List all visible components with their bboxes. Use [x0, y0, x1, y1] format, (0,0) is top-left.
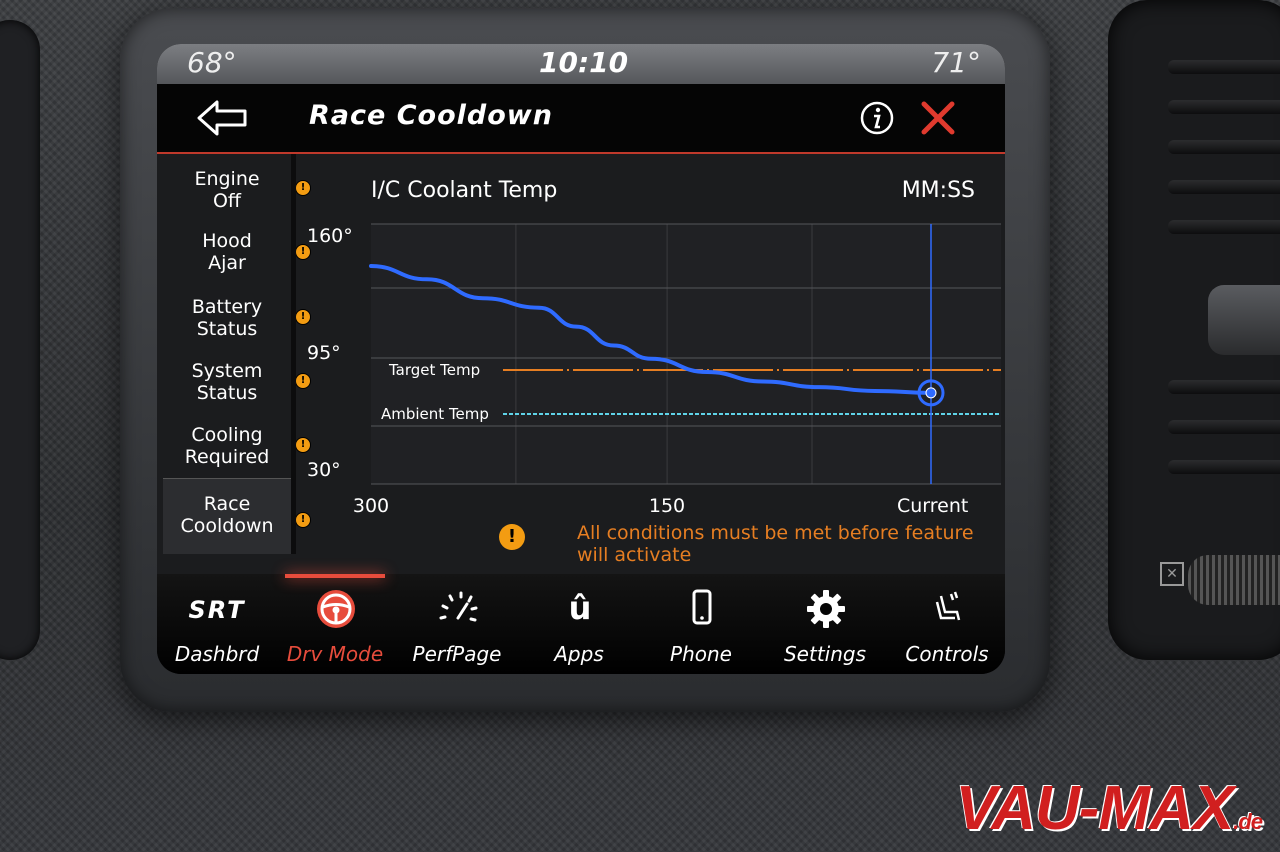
info-icon[interactable] — [859, 100, 895, 136]
sidebar-item-label: Cooling — [191, 424, 263, 446]
vent-close-icon[interactable]: ✕ — [1160, 562, 1184, 586]
chart-plot: 160° 95° 30° 300 150 Current Target Temp Ambien… — [307, 223, 1001, 517]
srt-logo-icon: SRT — [188, 596, 246, 624]
warning-text: All conditions must be met before featur… — [577, 522, 974, 566]
dash-left-panel — [0, 20, 40, 660]
reference-line-label: Target Temp — [388, 361, 480, 379]
series-line — [369, 264, 933, 395]
sidebar-item-engine-off[interactable]: Engine Off — [163, 168, 291, 212]
nav-phone[interactable]: Phone — [641, 574, 761, 674]
sidebar-item-race-cooldown[interactable]: Race Cooldown — [163, 478, 291, 554]
nav-settings[interactable]: Settings — [765, 574, 885, 674]
sidebar-item-label: Status — [196, 318, 258, 340]
outside-temp-left[interactable]: 68° — [187, 46, 237, 79]
seat-controls-icon — [935, 591, 961, 621]
nav-apps[interactable]: û Apps — [519, 574, 639, 674]
sidebar-item-label: Required — [184, 446, 270, 468]
nav-label: Phone — [670, 642, 732, 666]
y-tick-label: 160° — [307, 225, 353, 247]
gauge-icon — [439, 591, 478, 622]
nav-label: Dashbrd — [174, 642, 260, 666]
current-marker-dot — [925, 387, 937, 399]
air-vent: ✕ — [1108, 0, 1280, 660]
clock: 10:10 — [539, 46, 629, 79]
nav-label: Controls — [905, 642, 989, 666]
nav-label: Drv Mode — [286, 642, 384, 666]
time-unit-label: MM:SS — [901, 178, 975, 203]
uconnect-apps-icon: û — [568, 589, 592, 627]
watermark-logo: VAU-MAX.de — [955, 773, 1263, 844]
plot-background — [371, 224, 1001, 484]
page-title: Race Cooldown — [309, 100, 553, 131]
nav-perfpage[interactable]: PerfPage — [397, 574, 517, 674]
sidebar-item-hood-ajar[interactable]: Hood Ajar — [163, 230, 291, 274]
nav-drv-mode[interactable]: Drv Mode — [275, 574, 395, 674]
x-tick-label: 150 — [649, 495, 685, 517]
nav-dashbrd[interactable]: SRT Dashbrd — [157, 574, 277, 674]
sidebar-item-label: Status — [196, 382, 258, 404]
close-icon[interactable] — [919, 100, 957, 136]
vent-wheel[interactable] — [1188, 555, 1280, 605]
coolant-chart: I/C Coolant Temp MM:SS 160° 95° 30° 300 150 C… — [297, 154, 1005, 566]
watermark-text: VAU-MAX — [955, 774, 1234, 843]
current-marker-ring — [917, 379, 945, 407]
bottom-nav: SRT Dashbrd Drv Mode PerfPage — [157, 574, 1005, 674]
infotainment-screen: 68° 10:10 71° Race Cooldown Engine Off H… — [157, 44, 1005, 674]
condition-list: Engine Off Hood Ajar Battery Status Syst… — [163, 154, 311, 554]
sidebar-divider — [291, 154, 296, 554]
x-tick-label: 300 — [353, 495, 389, 517]
sidebar-item-label: Race — [203, 493, 251, 515]
sidebar-item-label: Cooldown — [180, 515, 274, 537]
sidebar-item-label: Battery — [191, 296, 263, 318]
title-bar: Race Cooldown — [157, 84, 1005, 154]
gear-icon — [807, 590, 845, 628]
status-bar: 68° 10:10 71° — [157, 44, 1005, 84]
warning-icon: ! — [499, 524, 525, 550]
sidebar-item-label: Engine — [194, 168, 260, 190]
steering-wheel-icon — [317, 590, 355, 628]
back-arrow-icon[interactable] — [195, 98, 249, 138]
y-tick-label: 95° — [307, 342, 341, 364]
chart-title: I/C Coolant Temp — [371, 178, 558, 203]
phone-icon — [692, 589, 712, 625]
outside-temp-right[interactable]: 71° — [931, 46, 981, 79]
sidebar-item-label: Hood — [202, 230, 252, 252]
nav-label: Apps — [554, 642, 604, 666]
nav-controls[interactable]: Controls — [887, 574, 1005, 674]
sidebar-item-label: Off — [212, 190, 242, 212]
sidebar-item-label: Ajar — [208, 252, 246, 274]
y-tick-label: 30° — [307, 459, 341, 481]
nav-label: Settings — [783, 642, 867, 666]
main-content: Engine Off Hood Ajar Battery Status Syst… — [157, 154, 1005, 574]
sidebar-item-label: System — [191, 360, 263, 382]
vent-knob[interactable] — [1208, 285, 1280, 355]
sidebar-item-system-status[interactable]: System Status — [163, 360, 291, 404]
reference-line-label: Ambient Temp — [381, 405, 489, 423]
x-tick-label: Current — [897, 495, 968, 517]
sidebar-item-cooling-required[interactable]: Cooling Required — [163, 424, 291, 468]
nav-label: PerfPage — [412, 642, 502, 666]
sidebar-item-battery-status[interactable]: Battery Status — [163, 296, 291, 340]
watermark-suffix: .de — [1233, 809, 1263, 834]
